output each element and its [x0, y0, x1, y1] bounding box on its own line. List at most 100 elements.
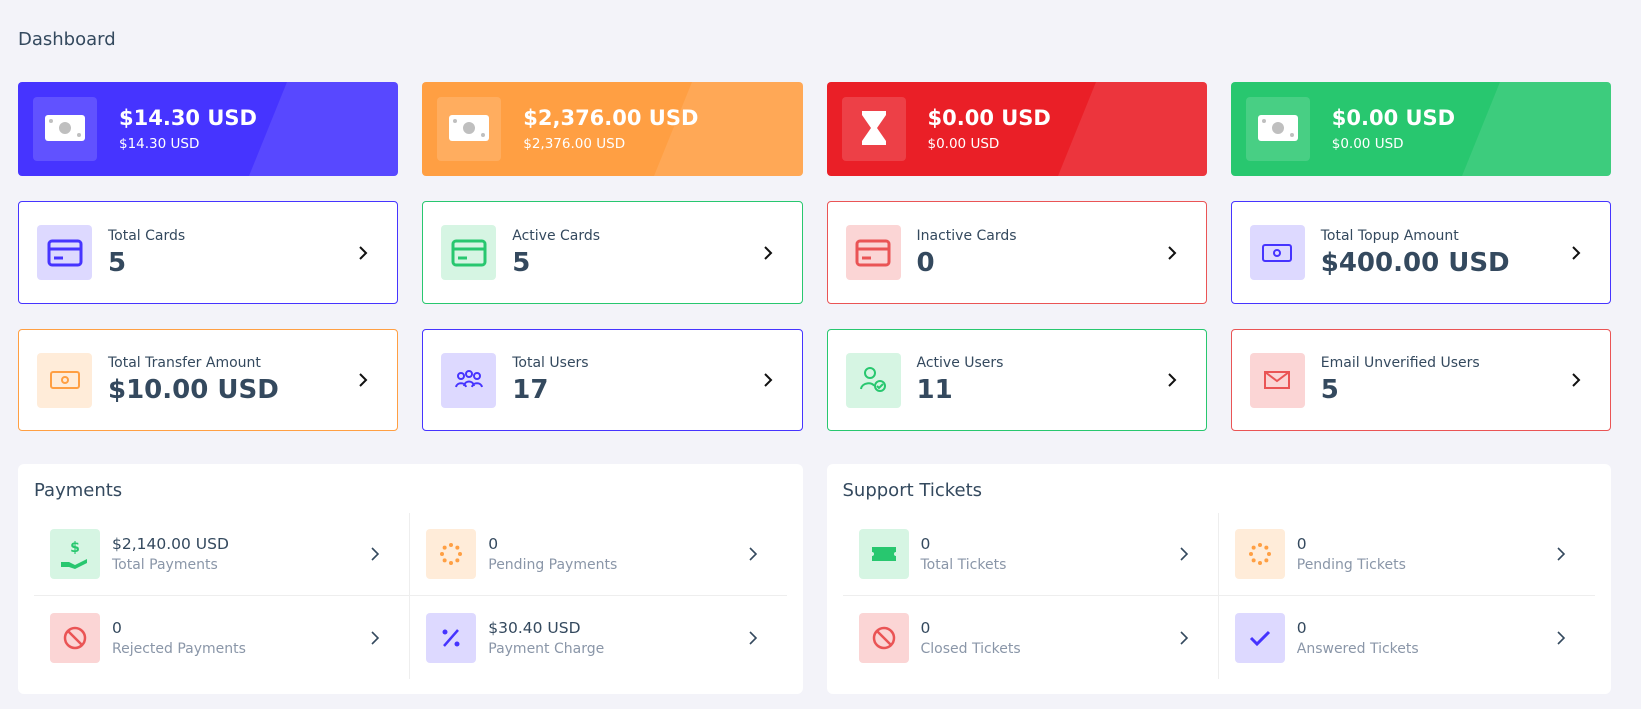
- stat-label: Total Users: [512, 355, 589, 371]
- stat-card[interactable]: Inactive Cards 0: [826, 201, 1207, 304]
- chevron: [1180, 547, 1188, 561]
- icon-box: [441, 225, 497, 280]
- item-text: 0 Pending Payments: [488, 535, 617, 573]
- icon: $: [61, 540, 87, 569]
- chevron: [371, 547, 380, 561]
- card-text: Inactive Cards 0: [917, 228, 1017, 278]
- icon: [872, 626, 895, 649]
- panel-item[interactable]: 0 Pending Tickets: [1218, 513, 1595, 596]
- stat-label: Total Cards: [108, 227, 186, 244]
- stat-value: $400.00 USD: [1320, 247, 1510, 278]
- card-text: Total Users 17: [512, 355, 588, 405]
- chevron: [748, 547, 757, 561]
- panel-item[interactable]: $ $2,140.00 USD Total Payments: [34, 513, 411, 596]
- page-title: Dashboard: [18, 29, 116, 50]
- panel-item[interactable]: 0 Pending Payments: [410, 513, 787, 596]
- icon-box: [37, 352, 92, 408]
- stat-value: 11: [916, 375, 953, 405]
- balance-row: $14.30 USD $14.30 USD $2,376.00 USD $2,376.…: [18, 82, 1611, 176]
- panel-item[interactable]: 0 Total Tickets: [842, 513, 1219, 596]
- icon: [451, 239, 487, 266]
- stat-card[interactable]: Total Users 17: [422, 329, 803, 431]
- icon-box: [1234, 612, 1285, 663]
- icon-box: [437, 97, 502, 161]
- balance-sub: $0.00 USD: [1331, 136, 1404, 152]
- item-value: 0: [920, 535, 931, 553]
- icon: [49, 371, 80, 389]
- stat-card[interactable]: Total Topup Amount $400.00 USD: [1230, 201, 1611, 304]
- stat-value: 5: [512, 247, 531, 278]
- stat-card[interactable]: Active Users 11: [826, 329, 1207, 431]
- chevron: [1572, 373, 1581, 387]
- chevron: [1557, 630, 1566, 645]
- stat-value: 5: [1320, 375, 1339, 405]
- icon-box: [33, 97, 97, 161]
- stat-value: $10.00 USD: [108, 375, 279, 405]
- icon-box: [50, 612, 100, 663]
- stat-label: Inactive Cards: [916, 227, 1017, 244]
- stat-label: Email Unverified Users: [1320, 355, 1480, 371]
- icon: [47, 239, 82, 266]
- card-text: $0.00 USD $0.00 USD: [1332, 106, 1455, 152]
- stat-value: 5: [108, 247, 127, 278]
- panel-title: Support Tickets: [842, 480, 983, 501]
- panel-item[interactable]: 0 Answered Tickets: [1219, 596, 1595, 679]
- item-text: 0 Total Tickets: [921, 535, 1007, 573]
- balance-amount: $0.00 USD: [1331, 106, 1456, 130]
- balance-sub: $2,376.00 USD: [523, 136, 626, 152]
- icon-box: [841, 97, 906, 161]
- item-label: Pending Payments: [488, 557, 618, 573]
- item-text: 0 Pending Tickets: [1297, 535, 1406, 573]
- icon-box: [426, 612, 477, 663]
- stat-value: 0: [916, 247, 935, 278]
- panel-title: Payments: [34, 480, 123, 501]
- balance-amount: $2,376.00 USD: [523, 106, 699, 130]
- item-value: $2,140.00 USD: [112, 535, 229, 553]
- panel-item[interactable]: 0 Closed Tickets: [843, 596, 1219, 679]
- panel: Payments $ $2,140.00 USD Total Payments 0 Pen…: [18, 464, 803, 694]
- chevron: [1557, 547, 1566, 561]
- item-value: 0: [112, 618, 122, 637]
- icon-box: [426, 529, 477, 579]
- icon: [1248, 543, 1271, 565]
- item-value: 0: [1296, 618, 1307, 637]
- item-value: 0: [488, 535, 499, 553]
- balance-amount: $14.30 USD: [119, 106, 257, 130]
- stat-card[interactable]: Active Cards 5: [422, 201, 803, 304]
- icon: [45, 115, 85, 141]
- icon: [860, 367, 886, 392]
- stats-row: Total Transfer Amount $10.00 USD Total Use…: [18, 329, 1611, 431]
- chevron: [1168, 245, 1177, 260]
- item-label: Total Tickets: [920, 557, 1007, 573]
- icon-box: [858, 529, 909, 579]
- stats-row: Total Cards 5 Active Cards 5 Inactive Cards 0…: [18, 201, 1611, 304]
- stat-card[interactable]: Total Transfer Amount $10.00 USD: [18, 329, 399, 431]
- chevron: [763, 245, 772, 260]
- icon: [1257, 115, 1298, 141]
- balance-sub: $14.30 USD: [119, 136, 200, 152]
- stat-card[interactable]: Total Cards 5: [18, 201, 399, 304]
- stat-label: Active Cards: [512, 227, 601, 244]
- stat-card[interactable]: Email Unverified Users 5: [1230, 329, 1611, 431]
- item-value: $30.40 USD: [488, 618, 581, 637]
- chevron: [1180, 630, 1188, 645]
- balance-card: $14.30 USD $14.30 USD: [18, 82, 399, 176]
- panel: Support Tickets 0 Total Tickets 0 Pending Ti…: [826, 464, 1611, 694]
- icon-box: [845, 225, 901, 280]
- panel-grid: $ $2,140.00 USD Total Payments 0 Pending Pay…: [34, 513, 787, 679]
- chevron: [1168, 373, 1177, 387]
- panel-item[interactable]: 0 Rejected Payments: [34, 596, 411, 679]
- chevron: [748, 630, 757, 645]
- icon: [1262, 243, 1293, 262]
- card-text: Total Transfer Amount $10.00 USD: [108, 355, 279, 405]
- item-label: Pending Tickets: [1296, 557, 1406, 573]
- panel-item[interactable]: $30.40 USD Payment Charge: [410, 596, 786, 679]
- balance-amount: $0.00 USD: [927, 106, 1051, 130]
- icon: [871, 547, 896, 561]
- item-text: 0 Answered Tickets: [1297, 619, 1419, 657]
- card-text: Email Unverified Users 5: [1321, 355, 1480, 405]
- icon-box: $: [50, 529, 100, 579]
- icon: [454, 370, 483, 388]
- item-label: Payment Charge: [488, 640, 605, 657]
